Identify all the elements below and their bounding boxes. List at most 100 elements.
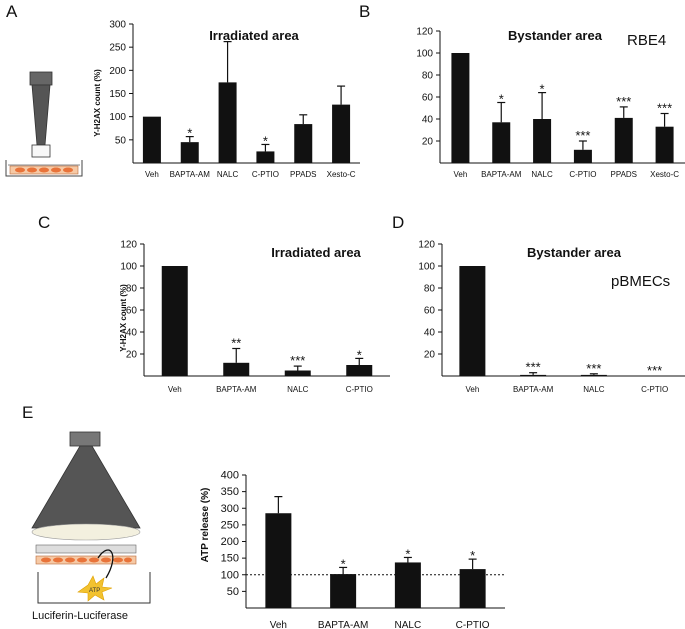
chart-d-y-tick-label: 60	[424, 306, 436, 317]
chart-c-y-tick-label: 20	[126, 350, 138, 361]
luminometer-lamp-icon	[31, 431, 151, 604]
chart-c-y-tick-label: 40	[126, 328, 138, 339]
atp-icon-label: ATP	[89, 588, 100, 594]
chart-c-category-label: BAPTA-AM	[216, 385, 257, 394]
chart-a-y-tick-label: 250	[109, 43, 126, 54]
chart-a-irradiated-rbe4: Irradiated area Y-H2AX count (%) 50 100 15…	[93, 20, 360, 179]
chart-e-category-label: NALC	[395, 620, 422, 629]
chart-d-bar	[520, 374, 547, 376]
atp-burst-icon: ATP	[77, 575, 113, 602]
chart-e-significance: *	[470, 548, 475, 563]
chart-c-ylabel: Y-H2AX count (%)	[119, 284, 128, 352]
chart-b-bar	[451, 53, 470, 163]
chart-e-y-tick-label: 50	[227, 586, 239, 598]
chart-a-category-label: BAPTA-AM	[170, 170, 211, 179]
chart-d-y-tick-label: 80	[424, 284, 436, 295]
chart-b-title: Bystander area	[508, 28, 603, 43]
chart-b-bar	[573, 149, 592, 163]
chart-b-category-label: NALC	[531, 170, 553, 179]
chart-a-category-label: Xesto-C	[327, 170, 356, 179]
chart-d-y-tick-label: 20	[424, 350, 436, 361]
chart-e-category-label: C-PTIO	[456, 620, 490, 629]
chart-d-category-label: NALC	[583, 385, 605, 394]
chart-c-bar	[346, 365, 373, 376]
chart-e-category-label: BAPTA-AM	[318, 620, 368, 629]
chart-d-significance: ***	[586, 361, 601, 376]
chart-d-significance: ***	[526, 360, 541, 375]
chart-a-y-tick-label: 300	[109, 20, 126, 31]
chart-b-category-label: Veh	[454, 170, 468, 179]
chart-e-y-tick-label: 250	[221, 519, 239, 531]
chart-c-category-label: C-PTIO	[346, 385, 373, 394]
chart-a-y-tick-label: 100	[109, 112, 126, 123]
chart-b-bystander-rbe4: Bystander area 20 40 60 80 100 120 Veh * BAPTA-A…	[416, 27, 685, 179]
chart-c-title: Irradiated area	[271, 245, 361, 260]
chart-a-title: Irradiated area	[209, 28, 299, 43]
chart-b-bar	[614, 117, 633, 163]
chart-c-significance: **	[231, 336, 241, 351]
luciferase-label: Luciferin-Luciferase	[32, 610, 128, 622]
chart-c-category-label: Veh	[168, 385, 182, 394]
chart-e-atp-release: ATP release (%) 50 100 150 200 250 300 350 400 V…	[200, 470, 505, 629]
chart-a-category-label: PPADS	[290, 170, 317, 179]
chart-a-category-label: C-PTIO	[252, 170, 279, 179]
chart-d-bar	[459, 266, 486, 376]
chart-c-significance: ***	[290, 353, 305, 368]
chart-e-significance: *	[341, 556, 346, 571]
chart-b-y-tick-label: 120	[416, 27, 433, 38]
chart-c-bar	[284, 370, 311, 376]
chart-b-significance: ***	[657, 101, 672, 116]
panel-label-b: B	[359, 2, 370, 21]
chart-c-bar	[161, 266, 188, 376]
chart-d-bystander-pbmecs: Bystander area 20 40 60 80 100 120 Veh *** BAPTA…	[418, 240, 685, 394]
chart-e-y-tick-label: 350	[221, 486, 239, 498]
chart-a-y-tick-label: 150	[109, 89, 126, 100]
chart-c-y-tick-label: 60	[126, 306, 138, 317]
chart-b-significance: ***	[575, 128, 590, 143]
chart-e-y-tick-label: 100	[221, 569, 239, 581]
chart-c-significance: *	[357, 347, 362, 362]
panel-label-a: A	[6, 2, 18, 21]
chart-a-bar	[142, 116, 161, 163]
chart-d-significance: ***	[647, 363, 662, 378]
chart-a-significance: *	[187, 126, 192, 141]
chart-b-y-tick-label: 60	[422, 93, 434, 104]
chart-e-bar	[265, 513, 292, 608]
chart-c-irradiated-pbmecs: Irradiated area Y-H2AX count (%) 20 40 60 8…	[119, 240, 390, 394]
chart-e-y-tick-label: 400	[221, 470, 239, 482]
chart-e-ylabel: ATP release (%)	[200, 488, 211, 563]
chart-a-y-tick-label: 200	[109, 66, 126, 77]
chart-e-significance: *	[405, 546, 410, 561]
chart-b-category-label: PPADS	[610, 170, 637, 179]
chart-a-bar	[218, 82, 237, 163]
chart-d-category-label: Veh	[465, 385, 479, 394]
chart-d-title: Bystander area	[527, 245, 622, 260]
chart-a-ylabel: Y-H2AX count (%)	[93, 69, 102, 137]
chart-a-bar	[180, 142, 199, 163]
chart-c-y-tick-label: 100	[120, 262, 137, 273]
panel-label-d: D	[392, 213, 404, 232]
chart-e-bar	[394, 562, 421, 608]
panel-label-c: C	[38, 213, 50, 232]
chart-b-y-tick-label: 40	[422, 115, 434, 126]
cell-line-label-pbmecs: pBMECs	[611, 273, 670, 290]
chart-b-category-label: C-PTIO	[569, 170, 596, 179]
chart-b-bar	[655, 126, 674, 163]
chart-b-y-tick-label: 100	[416, 49, 433, 60]
chart-c-bar	[223, 362, 250, 376]
chart-d-y-tick-label: 100	[418, 262, 435, 273]
chart-b-significance: *	[540, 82, 545, 97]
chart-a-category-label: NALC	[217, 170, 239, 179]
chart-a-significance: *	[263, 133, 268, 148]
chart-b-category-label: Xesto-C	[650, 170, 679, 179]
chart-d-category-label: BAPTA-AM	[513, 385, 554, 394]
chart-b-significance: *	[499, 92, 504, 107]
chart-e-y-tick-label: 300	[221, 503, 239, 515]
cell-line-label-rbe4: RBE4	[627, 32, 666, 49]
chart-c-y-tick-label: 120	[120, 240, 137, 251]
chart-d-y-tick-label: 40	[424, 328, 436, 339]
chart-c-category-label: NALC	[287, 385, 309, 394]
chart-a-y-tick-label: 50	[115, 135, 127, 146]
chart-e-category-label: Veh	[270, 620, 287, 629]
